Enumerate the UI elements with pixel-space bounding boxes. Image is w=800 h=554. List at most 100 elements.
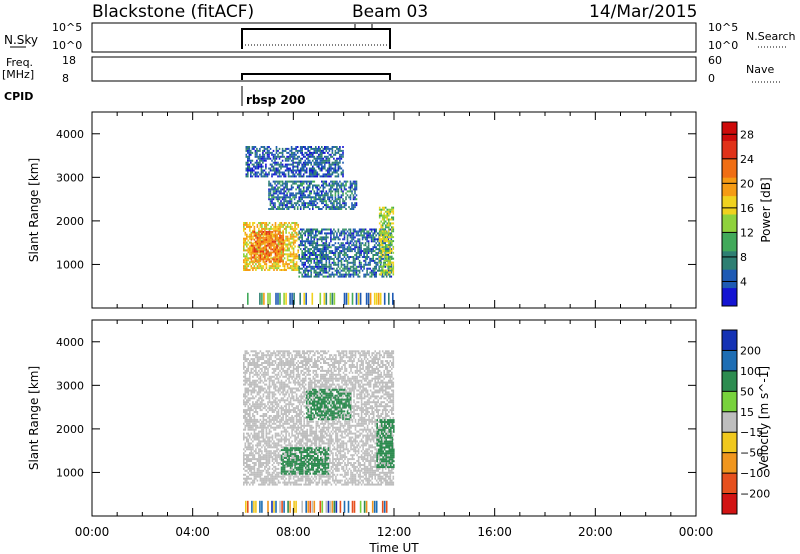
heatmap-cell [373, 240, 376, 243]
heatmap-cell [308, 230, 311, 233]
heatmap-cell [307, 232, 309, 235]
heatmap-cell [256, 358, 259, 361]
heatmap-cell [347, 292, 350, 305]
heatmap-cell [249, 411, 251, 413]
heatmap-cell [256, 231, 259, 234]
heatmap-cell [268, 182, 270, 185]
heatmap-cell [254, 175, 257, 178]
heatmap-cell [255, 409, 257, 412]
heatmap-cell [291, 227, 293, 230]
heatmap-cell [370, 238, 373, 241]
heatmap-cell [275, 198, 278, 201]
heatmap-cell [299, 184, 302, 187]
heatmap-cell [274, 481, 277, 484]
heatmap-cell [337, 182, 340, 185]
heatmap-cell [268, 416, 271, 419]
heatmap-cell [258, 358, 260, 361]
heatmap-cell [265, 465, 268, 468]
heatmap-cell [256, 446, 259, 449]
heatmap-cell [383, 273, 385, 276]
heatmap-cell [319, 194, 322, 197]
heatmap-cell [312, 246, 314, 249]
heatmap-cell [270, 241, 272, 244]
heatmap-cell [244, 405, 247, 408]
heatmap-cell [305, 190, 308, 193]
heatmap-cell [261, 479, 263, 482]
heatmap-cell [271, 477, 274, 480]
heatmap-cell [249, 362, 251, 364]
heatmap-cell [330, 263, 332, 266]
heatmap-cell [250, 362, 253, 364]
heatmap-cell [280, 399, 283, 402]
heatmap-cell [333, 234, 335, 237]
heatmap-cell [392, 271, 395, 274]
heatmap-cell [264, 462, 266, 464]
heatmap-cell [357, 250, 359, 253]
heatmap-cell [270, 246, 272, 249]
heatmap-cell [288, 403, 290, 406]
heatmap-cell [246, 358, 248, 361]
heatmap-cell [286, 371, 289, 374]
heatmap-cell [283, 442, 286, 445]
heatmap-cell [256, 265, 259, 268]
heatmap-cell [286, 180, 288, 183]
heatmap-cell [325, 242, 328, 245]
heatmap-cell [255, 371, 257, 374]
heatmap-cell [289, 175, 291, 178]
heatmap-cell [334, 252, 337, 254]
heatmap-cell [292, 263, 295, 266]
heatmap-cell [258, 458, 260, 461]
heatmap-cell [261, 469, 263, 472]
heatmap-cell [296, 146, 299, 148]
heatmap-cell [334, 242, 337, 245]
heatmap-cell [334, 146, 337, 148]
heatmap-cell [331, 196, 334, 199]
heatmap-cell [255, 231, 257, 234]
heatmap-cell [342, 232, 344, 235]
heatmap-cell [293, 147, 296, 150]
heatmap-cell [328, 228, 331, 231]
heatmap-cell [364, 228, 367, 231]
heatmap-cell [313, 163, 316, 166]
heatmap-cell [333, 261, 335, 264]
heatmap-cell [313, 157, 316, 160]
heatmap-cell [319, 157, 322, 160]
heatmap-cell [301, 275, 303, 278]
heatmap-cell [322, 175, 325, 178]
nsky-right-tick-bottom: 10^0 [708, 39, 738, 52]
heatmap-cell [262, 464, 265, 466]
heatmap-cell [357, 240, 359, 243]
heatmap-cell [283, 190, 285, 193]
heatmap-cell [322, 246, 325, 249]
heatmap-cell [336, 202, 338, 205]
heatmap-cell [354, 206, 356, 209]
heatmap-cell [298, 173, 300, 176]
heatmap-cell [270, 454, 272, 457]
heatmap-cell [258, 373, 260, 376]
heatmap-cell [291, 261, 293, 264]
heatmap-cell [351, 182, 353, 185]
heatmap-cell [379, 292, 382, 305]
heatmap-cell [278, 202, 281, 205]
heatmap-cell [272, 155, 275, 158]
heatmap-cell [336, 234, 338, 237]
heatmap-cell [256, 250, 259, 253]
heatmap-cell [293, 194, 296, 197]
heatmap-cell [249, 249, 251, 252]
heatmap-cell [280, 438, 283, 441]
colorbar-swatch [722, 269, 737, 289]
heatmap-cell [308, 167, 311, 170]
heatmap-cell [259, 458, 262, 461]
heatmap-cell [243, 379, 245, 382]
heatmap-cell [276, 456, 278, 459]
heatmap-cell [290, 153, 293, 156]
heatmap-cell [366, 267, 368, 270]
heatmap-cell [256, 356, 259, 359]
heatmap-cell [252, 424, 254, 427]
heatmap-cell [279, 434, 281, 437]
heatmap-cell [298, 186, 300, 189]
heatmap-cell [268, 479, 271, 482]
heatmap-cell [313, 147, 316, 150]
heatmap-cell [267, 467, 269, 470]
heatmap-cell [275, 147, 278, 150]
